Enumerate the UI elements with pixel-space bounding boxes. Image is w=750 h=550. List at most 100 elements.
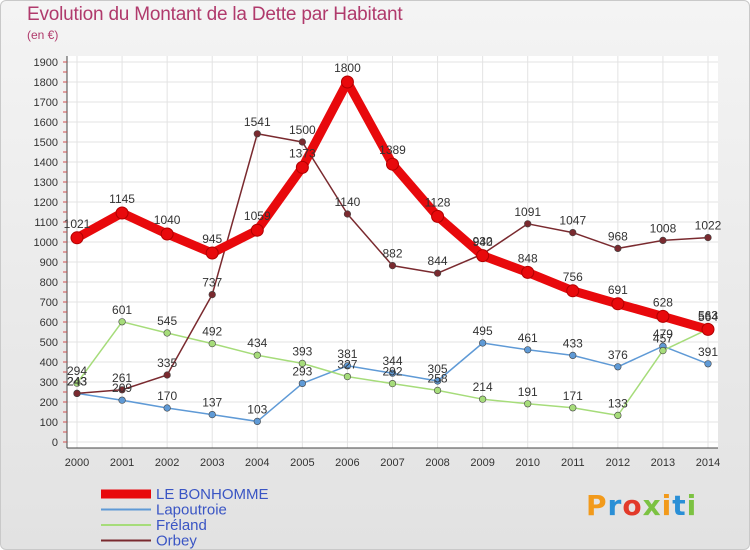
data-label-le-bonhomme: 848 <box>518 251 538 265</box>
y-tick-label: 1500 <box>34 137 58 149</box>
y-tick-label: 1000 <box>34 237 58 249</box>
data-label-lapoutroie: 381 <box>337 347 357 361</box>
data-point-le-bonhomme <box>566 284 580 298</box>
data-point-lapoutroie <box>388 369 397 377</box>
x-tick-label: 2013 <box>651 457 675 469</box>
data-label-lapoutroie: 433 <box>563 336 583 350</box>
x-tick-label: 2010 <box>515 457 539 469</box>
data-point-lapoutroie <box>569 351 577 360</box>
x-tick-label: 2011 <box>561 457 585 469</box>
x-tick-label: 2000 <box>65 457 89 469</box>
data-point-lapoutroie <box>343 362 352 370</box>
x-tick-label: 2014 <box>696 457 720 469</box>
data-point-le-bonhomme <box>115 206 129 220</box>
data-label-le-bonhomme: 1373 <box>289 146 316 160</box>
data-point-fr-land <box>614 411 622 420</box>
data-label-orbey: 1140 <box>335 195 361 209</box>
data-point-le-bonhomme <box>340 75 354 89</box>
y-tick-label: 1300 <box>34 177 58 189</box>
data-label-le-bonhomme: 1128 <box>425 195 451 209</box>
data-point-le-bonhomme <box>386 157 399 171</box>
y-tick-label: 1800 <box>34 77 58 89</box>
data-label-le-bonhomme: 1059 <box>244 209 271 223</box>
data-label-le-bonhomme: 1040 <box>154 213 181 227</box>
data-point-orbey <box>298 138 306 146</box>
data-label-orbey: 1541 <box>244 115 271 129</box>
x-tick-label: 2002 <box>155 457 179 469</box>
data-label-lapoutroie: 376 <box>608 348 628 362</box>
data-point-le-bonhomme <box>521 265 535 279</box>
data-point-fr-land <box>208 340 216 348</box>
y-tick-label: 700 <box>40 297 58 309</box>
data-point-lapoutroie <box>704 360 712 368</box>
data-label-fr-land: 327 <box>337 358 357 372</box>
y-tick-label: 200 <box>40 397 58 409</box>
data-point-le-bonhomme <box>701 322 715 336</box>
data-point-le-bonhomme <box>431 209 445 223</box>
data-label-orbey: 335 <box>157 356 177 370</box>
y-tick-label: 1100 <box>34 217 58 229</box>
data-label-orbey: 882 <box>382 247 402 261</box>
y-tick-label: 1900 <box>34 57 58 69</box>
data-label-orbey: 940 <box>473 235 493 249</box>
data-point-fr-land <box>343 373 352 381</box>
data-label-fr-land: 545 <box>157 314 177 328</box>
data-label-fr-land: 457 <box>653 332 673 346</box>
y-tick-label: 0 <box>52 437 58 449</box>
data-label-orbey: 1091 <box>514 205 541 219</box>
y-tick-label: 600 <box>40 317 58 329</box>
data-point-orbey <box>659 236 667 244</box>
data-label-fr-land: 601 <box>112 303 132 317</box>
data-point-fr-land <box>479 395 487 403</box>
data-point-le-bonhomme <box>205 246 219 260</box>
data-label-fr-land: 214 <box>473 380 493 394</box>
data-label-orbey: 968 <box>608 229 628 243</box>
x-tick-label: 2007 <box>380 457 404 469</box>
proxiti-logo: Proxiti <box>586 489 698 522</box>
data-label-lapoutroie: 103 <box>247 402 267 416</box>
data-point-orbey <box>569 229 577 237</box>
data-point-orbey <box>163 371 171 379</box>
data-label-fr-land: 492 <box>202 325 222 339</box>
data-label-orbey: 1022 <box>695 219 722 233</box>
data-point-orbey <box>433 269 442 277</box>
data-point-le-bonhomme <box>295 160 309 174</box>
data-label-le-bonhomme: 628 <box>653 295 673 309</box>
data-point-fr-land <box>524 400 532 408</box>
data-label-fr-land: 133 <box>608 396 628 410</box>
data-label-orbey: 243 <box>67 374 87 388</box>
data-label-orbey: 261 <box>112 371 132 385</box>
data-label-lapoutroie: 243 <box>67 374 87 388</box>
data-point-fr-land <box>298 359 306 368</box>
data-label-lapoutroie: 344 <box>382 354 402 368</box>
data-point-lapoutroie <box>118 396 126 404</box>
data-point-lapoutroie <box>433 377 442 385</box>
data-label-lapoutroie: 479 <box>653 327 673 341</box>
data-point-lapoutroie <box>253 417 261 426</box>
legend-label-orbey: Orbey <box>156 533 197 550</box>
data-point-lapoutroie <box>298 379 306 388</box>
data-point-orbey <box>524 220 532 228</box>
data-label-le-bonhomme: 691 <box>608 283 628 297</box>
data-label-le-bonhomme: 1800 <box>334 61 361 75</box>
data-point-le-bonhomme <box>70 231 84 245</box>
data-point-le-bonhomme <box>476 249 490 263</box>
data-point-lapoutroie <box>614 363 622 371</box>
y-tick-label: 1700 <box>34 97 58 109</box>
data-point-orbey <box>253 130 261 138</box>
data-label-le-bonhomme: 932 <box>473 235 493 249</box>
data-label-le-bonhomme: 756 <box>563 270 583 284</box>
data-label-lapoutroie: 391 <box>698 345 718 359</box>
data-point-fr-land <box>163 329 171 337</box>
data-point-lapoutroie <box>163 404 171 412</box>
data-label-lapoutroie: 209 <box>112 381 132 395</box>
data-label-orbey: 1500 <box>289 123 316 137</box>
y-tick-label: 400 <box>40 357 58 369</box>
data-label-fr-land: 171 <box>563 389 583 403</box>
data-label-lapoutroie: 461 <box>518 331 538 345</box>
data-label-le-bonhomme: 945 <box>202 232 222 246</box>
data-point-orbey <box>388 262 397 270</box>
data-point-fr-land <box>659 347 667 355</box>
